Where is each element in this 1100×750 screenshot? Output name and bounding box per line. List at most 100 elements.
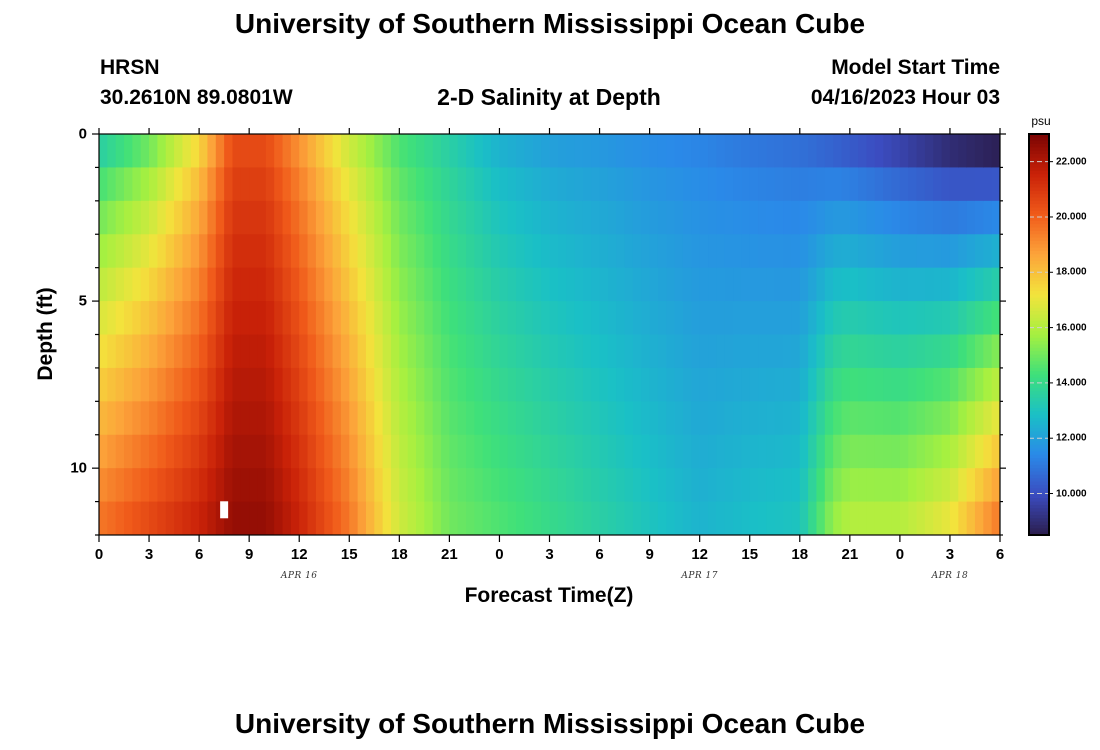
colorbar-segment — [1029, 134, 1049, 138]
heatmap-cell — [374, 501, 384, 535]
heatmap-cell — [758, 234, 767, 269]
heatmap-cell — [716, 334, 726, 369]
heatmap-cell — [741, 134, 751, 169]
heatmap-cell — [758, 434, 767, 469]
heatmap-cell — [591, 200, 601, 235]
heatmap-cell — [783, 200, 793, 235]
heatmap-cell — [708, 468, 717, 503]
heatmap-cell — [140, 134, 150, 169]
heatmap-cell — [424, 267, 434, 302]
heatmap-cell — [124, 267, 133, 302]
heatmap-cell — [808, 367, 818, 402]
heatmap-cell — [424, 134, 434, 169]
x-tick-label: 0 — [895, 546, 905, 563]
heatmap-cell — [307, 468, 317, 503]
heatmap-cell — [399, 334, 409, 369]
station-name: HRSN — [100, 56, 160, 79]
heatmap-cell — [182, 501, 192, 535]
heatmap-cell — [157, 501, 167, 535]
heatmap-cell — [632, 468, 642, 503]
heatmap-cell — [315, 234, 325, 269]
heatmap-cell — [599, 434, 609, 469]
heatmap-cell — [532, 468, 542, 503]
heatmap-cell — [774, 334, 784, 369]
colorbar-segment — [1029, 408, 1049, 412]
heatmap-cell — [791, 301, 801, 336]
colorbar-segment — [1029, 371, 1049, 376]
heatmap-cell — [749, 301, 759, 336]
heatmap-cell — [349, 334, 359, 369]
heatmap-cell — [99, 167, 108, 202]
heatmap-cell — [399, 234, 409, 269]
heatmap-cell — [357, 401, 367, 436]
heatmap-cell — [240, 167, 250, 202]
heatmap-cell — [315, 468, 325, 503]
heatmap-cell — [532, 234, 542, 269]
heatmap-cell — [332, 167, 342, 202]
heatmap-cell — [591, 167, 601, 202]
colorbar-segment — [1029, 277, 1049, 282]
colorbar — [1029, 134, 1053, 536]
heatmap-cell — [657, 267, 667, 302]
heatmap-cell — [941, 267, 951, 302]
heatmap-cell — [799, 334, 809, 369]
heatmap-cell — [365, 234, 375, 269]
heatmap-cell — [390, 367, 400, 402]
heatmap-cell — [607, 267, 617, 302]
heatmap-cell — [657, 468, 667, 503]
date-label: APR 16 — [280, 571, 318, 581]
colorbar-segment — [1029, 421, 1049, 426]
heatmap-cell — [674, 301, 684, 336]
heatmap-cell — [649, 501, 659, 535]
heatmap-cell — [507, 401, 517, 436]
heatmap-cell — [199, 367, 209, 402]
heatmap-cell — [165, 234, 175, 269]
heatmap-cell — [416, 267, 425, 302]
x-tick-label: 9 — [244, 546, 254, 563]
heatmap-cell — [516, 267, 526, 302]
colorbar-segment — [1029, 324, 1049, 329]
heatmap-cell — [916, 334, 926, 369]
colorbar-segment — [1029, 291, 1049, 295]
heatmap-cell — [174, 334, 184, 369]
heatmap-cell — [632, 501, 642, 535]
heatmap-cell — [808, 134, 818, 169]
heatmap-cell — [716, 267, 726, 302]
heatmap-cell — [132, 267, 142, 302]
heatmap-cell — [424, 234, 434, 269]
heatmap-cell — [432, 134, 442, 169]
colorbar-segment — [1029, 250, 1049, 255]
heatmap-cell — [190, 434, 200, 469]
heatmap-cell — [124, 167, 133, 202]
heatmap-cell — [624, 401, 634, 436]
heatmap-cell — [582, 468, 592, 503]
heatmap-cell — [407, 301, 417, 336]
heatmap-cell — [149, 267, 158, 302]
heatmap-cell — [666, 334, 676, 369]
heatmap-cell — [599, 267, 609, 302]
heatmap-cell — [841, 134, 851, 169]
heatmap-cell — [124, 401, 133, 436]
heatmap-cell — [841, 401, 851, 436]
colorbar-segment — [1029, 361, 1049, 366]
heatmap-cell — [207, 167, 217, 202]
heatmap-cell — [257, 367, 267, 402]
heatmap-cell — [991, 501, 1000, 535]
heatmap-cell — [582, 434, 592, 469]
heatmap-cell — [382, 434, 392, 469]
heatmap-cell — [524, 468, 534, 503]
heatmap-cell — [791, 134, 801, 169]
heatmap-cell — [407, 367, 417, 402]
heatmap-cell — [532, 267, 542, 302]
heatmap-cell — [390, 234, 400, 269]
heatmap-cell — [641, 434, 651, 469]
heatmap-cell — [908, 434, 918, 469]
heatmap-cell — [841, 267, 851, 302]
heatmap-cell — [507, 134, 517, 169]
heatmap-cell — [315, 434, 325, 469]
heatmap-cell — [774, 434, 784, 469]
heatmap-cell — [891, 367, 901, 402]
heatmap-cell — [607, 200, 617, 235]
heatmap-cell — [457, 134, 467, 169]
heatmap-cell — [841, 334, 851, 369]
